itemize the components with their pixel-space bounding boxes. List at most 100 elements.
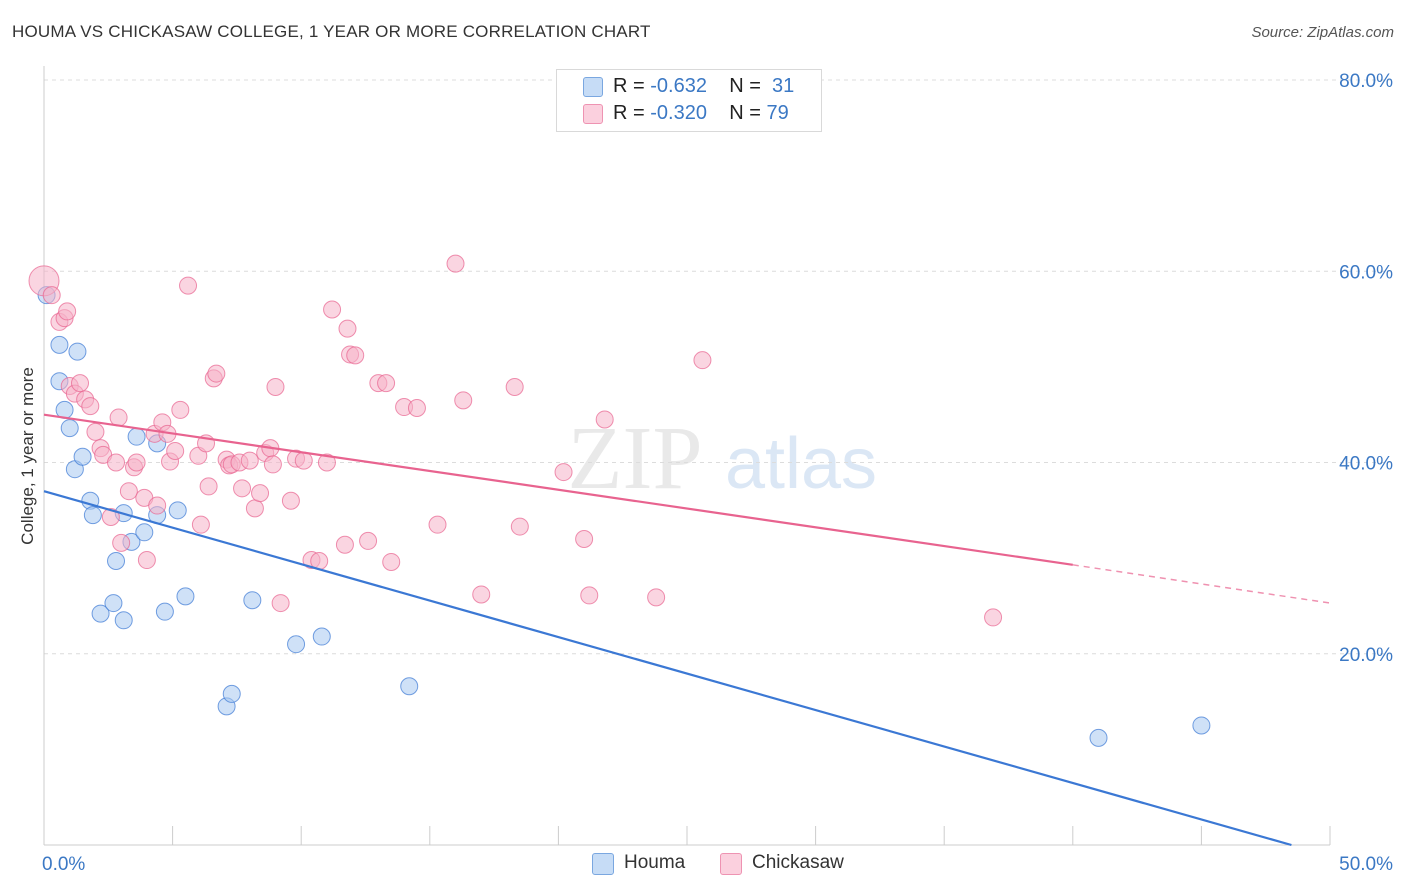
point-chickasaw — [554, 463, 573, 482]
point-houma — [83, 506, 102, 525]
trend-lines — [43, 413, 1331, 847]
point-chickasaw — [266, 377, 285, 396]
point-houma — [107, 551, 126, 570]
point-chickasaw — [199, 477, 218, 496]
series-label-chickasaw: Chickasaw — [752, 852, 844, 873]
point-houma — [400, 677, 419, 696]
point-chickasaw — [472, 585, 491, 604]
point-chickasaw — [109, 408, 128, 427]
point-houma — [1192, 716, 1211, 735]
legend-n-label: N = — [729, 75, 761, 97]
trend-extension-chickasaw — [1072, 564, 1331, 604]
point-houma — [287, 635, 306, 654]
point-chickasaw — [382, 552, 401, 571]
point-chickasaw — [510, 517, 529, 536]
y-tick-label: 80.0% — [1339, 71, 1393, 92]
legend-swatch-chickasaw — [583, 104, 603, 124]
watermark-zip: ZIP — [568, 409, 703, 508]
point-chickasaw — [101, 508, 120, 527]
point-chickasaw — [207, 364, 226, 383]
point-chickasaw — [359, 531, 378, 550]
legend-r-label: R = — [613, 75, 645, 97]
point-houma — [50, 335, 69, 354]
point-chickasaw — [346, 346, 365, 365]
point-chickasaw — [693, 351, 712, 370]
chart-title: HOUMA VS CHICKASAW COLLEGE, 1 YEAR OR MO… — [12, 22, 651, 41]
point-chickasaw — [281, 491, 300, 510]
trend-line-houma — [43, 490, 1292, 847]
legend-n-value: 79 — [766, 102, 789, 124]
point-houma — [312, 627, 331, 646]
point-chickasaw — [42, 286, 61, 305]
series-swatch-houma — [592, 853, 614, 875]
y-axis-label: College, 1 year or more — [18, 367, 37, 545]
point-chickasaw — [251, 484, 270, 503]
data-points — [28, 254, 1211, 747]
point-houma — [176, 587, 195, 606]
point-chickasaw — [58, 302, 77, 321]
point-chickasaw — [338, 319, 357, 338]
series-swatch-chickasaw — [720, 853, 742, 875]
legend-r-label: R = — [613, 102, 645, 124]
point-chickasaw — [647, 588, 666, 607]
point-chickasaw — [263, 455, 282, 474]
point-houma — [114, 611, 133, 630]
point-chickasaw — [107, 453, 126, 472]
watermark-atlas: atlas — [725, 424, 877, 504]
point-chickasaw — [171, 400, 190, 419]
point-chickasaw — [191, 515, 210, 534]
point-chickasaw — [323, 300, 342, 319]
legend-r-value: -0.632 — [650, 75, 707, 97]
point-chickasaw — [112, 533, 131, 552]
point-chickasaw — [575, 530, 594, 548]
point-chickasaw — [240, 451, 259, 470]
grid-lines — [44, 79, 1395, 655]
point-chickasaw — [271, 594, 290, 613]
point-chickasaw — [71, 374, 90, 393]
point-chickasaw — [580, 586, 599, 605]
y-tick-label: 40.0% — [1339, 454, 1393, 475]
tick-labels: 20.0% 40.0% 60.0% 80.0% 0.0% 50.0% — [42, 71, 1393, 875]
point-chickasaw — [137, 551, 156, 570]
point-chickasaw — [377, 374, 396, 393]
point-chickasaw — [984, 608, 1003, 627]
trend-line-chickasaw — [43, 413, 1073, 566]
correlation-legend: R = -0.632 N = 31 R = -0.320 N = 79 — [556, 69, 822, 132]
point-chickasaw — [446, 254, 465, 273]
point-houma — [222, 684, 241, 703]
point-chickasaw — [119, 482, 138, 501]
point-houma — [104, 594, 123, 613]
point-houma — [60, 419, 79, 438]
point-chickasaw — [595, 410, 614, 429]
point-chickasaw — [454, 391, 473, 410]
y-tick-label: 20.0% — [1339, 645, 1393, 666]
x-tick-label: 0.0% — [42, 854, 85, 875]
point-houma — [243, 591, 262, 610]
point-chickasaw — [407, 398, 426, 417]
point-chickasaw — [179, 276, 198, 295]
point-chickasaw — [81, 397, 100, 416]
legend-n-value: 31 — [772, 75, 795, 97]
legend-swatch-houma — [583, 77, 603, 97]
series-label-houma: Houma — [624, 852, 686, 873]
legend-r-value: -0.320 — [650, 102, 707, 124]
y-tick-label: 60.0% — [1339, 262, 1393, 283]
point-houma — [155, 602, 174, 621]
x-tick-label: 50.0% — [1339, 854, 1393, 875]
point-chickasaw — [86, 422, 105, 441]
source-label: Source: ZipAtlas.com — [1251, 24, 1394, 41]
axes — [43, 66, 1331, 846]
point-houma — [91, 604, 110, 623]
point-chickasaw — [233, 479, 252, 498]
point-chickasaw — [148, 496, 167, 515]
point-chickasaw — [294, 451, 313, 470]
point-houma — [135, 523, 154, 542]
point-chickasaw — [245, 499, 264, 518]
point-houma — [73, 447, 92, 466]
point-houma — [168, 501, 187, 520]
point-chickasaw — [317, 453, 336, 472]
legend-n-label: N = — [729, 102, 761, 124]
point-chickasaw — [166, 442, 185, 461]
point-chickasaw — [335, 535, 354, 554]
